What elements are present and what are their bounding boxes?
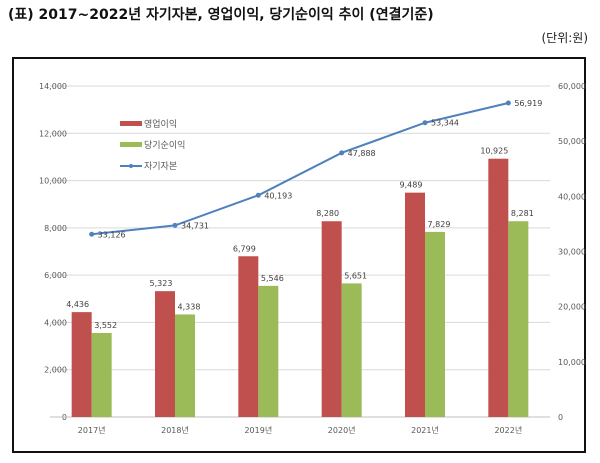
data-label: 53,344 — [431, 119, 459, 128]
data-label: 8,281 — [511, 209, 534, 218]
y-left-tick-label: 4,000 — [44, 318, 67, 327]
data-label: 5,651 — [344, 271, 367, 280]
data-label: 4,338 — [178, 302, 201, 311]
line-point — [255, 192, 261, 198]
legend-label: 영업이익 — [144, 118, 177, 130]
y-left-tick-label: 14,000 — [39, 82, 67, 91]
x-tick-label: 2019년 — [244, 425, 272, 435]
data-label: 7,829 — [428, 220, 451, 229]
bar-operating-profit — [488, 158, 509, 417]
line-point — [172, 222, 178, 228]
line-point — [339, 150, 345, 156]
line-point — [422, 120, 428, 126]
data-label: 3,552 — [94, 321, 117, 330]
data-label: 56,919 — [514, 99, 542, 108]
y-right-tick-label: 10,000 — [558, 358, 586, 367]
y-left-tick-label: 12,000 — [39, 129, 67, 138]
y-left-tick-label: 6,000 — [44, 271, 67, 280]
y-left-tick-label: 8,000 — [44, 224, 67, 233]
x-tick-label: 2018년 — [161, 425, 189, 435]
bar-operating-profit — [321, 221, 342, 417]
bar-net-income — [341, 283, 362, 417]
legend-label: 당기순이익 — [144, 139, 185, 151]
y-right-tick-label: 30,000 — [558, 248, 586, 257]
legend-marker — [129, 164, 133, 168]
x-tick-label: 2021년 — [411, 425, 439, 435]
data-label: 33,126 — [98, 230, 126, 239]
data-label: 5,546 — [261, 274, 284, 283]
y-right-tick-label: 20,000 — [558, 303, 586, 312]
chart-title: (표) 2017~2022년 자기자본, 영업이익, 당기순이익 추이 (연결기… — [8, 7, 434, 23]
line-equity — [91, 102, 509, 236]
y-left-tick-label: 10,000 — [39, 177, 67, 186]
data-label: 47,888 — [348, 149, 376, 158]
data-label: 6,799 — [233, 244, 256, 253]
data-label: 9,489 — [400, 181, 423, 190]
legend-swatch — [120, 121, 142, 126]
y-right-tick-label: 40,000 — [558, 192, 586, 201]
bar-net-income — [91, 333, 112, 417]
bar-operating-profit — [155, 291, 175, 417]
data-label: 4,436 — [66, 300, 89, 309]
legend-label: 자기자본 — [144, 161, 177, 172]
data-label: 10,925 — [480, 147, 508, 156]
x-tick-label: 2022년 — [494, 425, 522, 435]
unit-label: (단위:원) — [541, 31, 588, 45]
y-right-tick-label: 0 — [558, 413, 563, 422]
bar-net-income — [508, 221, 529, 417]
data-label: 8,280 — [316, 209, 339, 218]
bar-net-income — [258, 285, 279, 417]
data-label: 34,731 — [181, 221, 209, 230]
chart-frame — [12, 57, 586, 453]
x-tick-label: 2020년 — [328, 425, 356, 435]
y-right-tick-label: 50,000 — [558, 137, 586, 146]
line-point — [505, 100, 511, 106]
bar-operating-profit — [405, 192, 425, 417]
y-right-tick-label: 60,000 — [558, 82, 586, 91]
line-point — [89, 231, 95, 237]
data-label: 40,193 — [264, 191, 292, 200]
x-tick-label: 2017년 — [78, 425, 106, 435]
bar-operating-profit — [71, 312, 92, 417]
bar-net-income — [175, 314, 195, 417]
bar-net-income — [425, 231, 445, 417]
legend-swatch — [120, 142, 142, 147]
bar-operating-profit — [238, 256, 259, 417]
y-left-tick-label: 2,000 — [44, 366, 67, 375]
data-label: 5,323 — [150, 279, 173, 288]
